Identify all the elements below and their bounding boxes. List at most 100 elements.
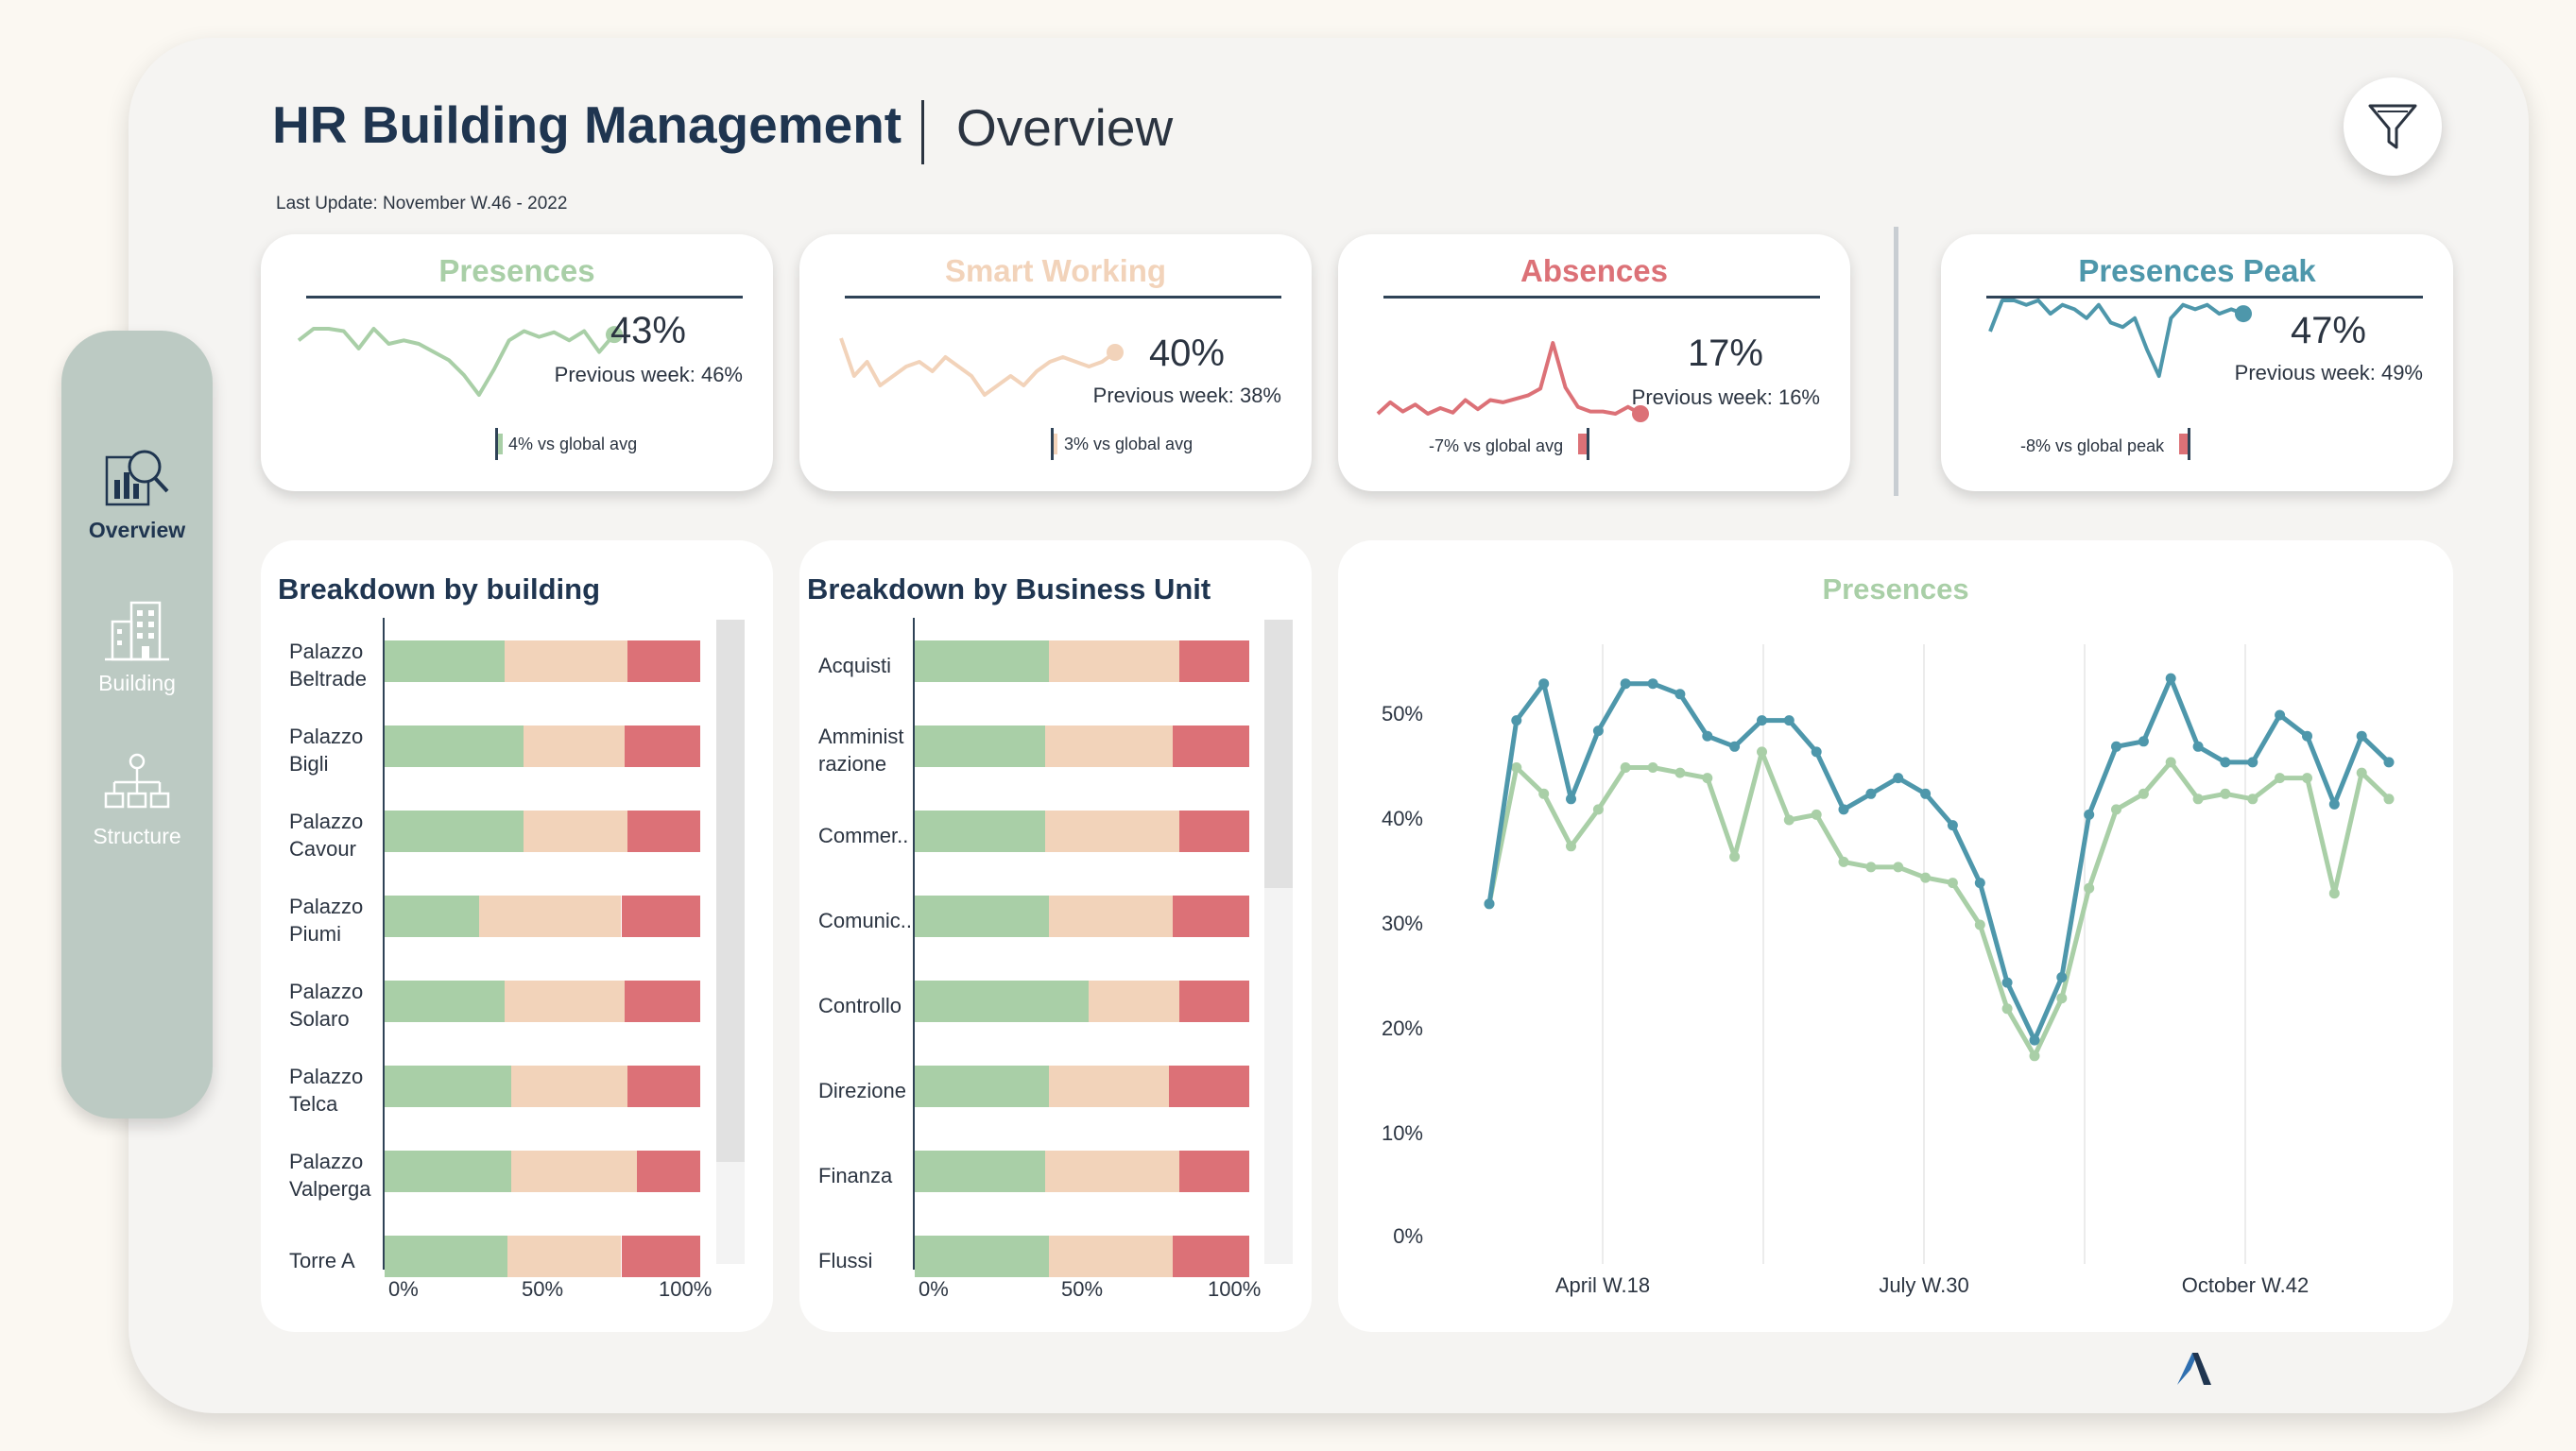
bar-segment-smart-working[interactable] — [1048, 640, 1179, 682]
bar-category-label: Palazzo Bigli — [289, 725, 364, 776]
bar-segment-presences[interactable] — [385, 896, 480, 937]
bar-segment-absences[interactable] — [1178, 981, 1249, 1022]
bar-segment-smart-working[interactable] — [1048, 896, 1173, 937]
funnel-icon — [2368, 104, 2417, 149]
sidebar-item-overview[interactable]: Overview — [61, 444, 213, 543]
bar-category-label: Acquisti — [818, 653, 892, 677]
data-point — [1647, 678, 1658, 690]
panel-title: Breakdown by building — [278, 572, 601, 606]
bar-segment-presences[interactable] — [385, 1066, 511, 1107]
bar-segment-presences[interactable] — [385, 640, 505, 682]
bar-segment-presences[interactable] — [385, 981, 505, 1022]
chart-title: Presences — [1822, 572, 1969, 606]
bar-segment-smart-working[interactable] — [504, 640, 628, 682]
scrollbar-thumb[interactable] — [716, 620, 745, 1162]
data-point — [1620, 762, 1631, 773]
data-point — [1974, 919, 1985, 930]
page-title: HR Building Management — [272, 95, 902, 154]
data-point — [1511, 762, 1522, 773]
bar-segment-presences[interactable] — [915, 640, 1049, 682]
bar-category-label: Commer.. — [818, 823, 909, 847]
bar-segment-presences[interactable] — [915, 981, 1090, 1022]
sparkline-series — [1988, 299, 2244, 378]
bar-segment-smart-working[interactable] — [524, 811, 628, 852]
bar-segment-smart-working[interactable] — [504, 981, 625, 1022]
kpi-card-presences[interactable]: Presences 43% Previous week: 46% 4% vs g… — [261, 234, 773, 491]
bar-segment-absences[interactable] — [1172, 896, 1249, 937]
kpi-value: 47% — [2290, 310, 2366, 351]
kpi-comparison-bar — [1578, 428, 1589, 460]
bar-category-label: Palazzo Piumi — [289, 895, 364, 946]
kpi-divider — [1383, 296, 1820, 299]
bar-segment-presences[interactable] — [915, 1151, 1046, 1192]
bar-segment-absences[interactable] — [621, 1236, 700, 1277]
data-point — [2056, 993, 2068, 1004]
bar-segment-smart-working[interactable] — [524, 726, 625, 767]
bar-segment-smart-working[interactable] — [1089, 981, 1179, 1022]
bar-segment-smart-working[interactable] — [1048, 1066, 1169, 1107]
bar-segment-presences[interactable] — [915, 726, 1046, 767]
bar-segment-presences[interactable] — [915, 896, 1049, 937]
bar-segment-absences[interactable] — [1178, 1151, 1249, 1192]
kpi-card-presences-peak[interactable]: Presences Peak 47% Previous week: 49% -8… — [1941, 234, 2453, 491]
x-axis-tick: October W.42 — [2181, 1273, 2310, 1297]
bar-category-label: Palazzo Solaro — [289, 980, 364, 1031]
bar-segment-absences[interactable] — [627, 640, 700, 682]
bar-segment-smart-working[interactable] — [510, 1151, 638, 1192]
data-point — [2192, 741, 2204, 752]
bar-segment-presences[interactable] — [915, 1066, 1049, 1107]
bar-category-label: Palazzo Valperga — [289, 1150, 371, 1201]
bar-segment-absences[interactable] — [1169, 1066, 1249, 1107]
bar-segment-absences[interactable] — [624, 981, 700, 1022]
data-point — [1757, 746, 1767, 758]
bar-segment-smart-working[interactable] — [1045, 1151, 1179, 1192]
bar-segment-absences[interactable] — [1178, 811, 1249, 852]
bar-segment-absences[interactable] — [624, 726, 700, 767]
data-point — [1974, 878, 1985, 889]
bar-segment-smart-working[interactable] — [1045, 811, 1179, 852]
bar-segment-presences[interactable] — [385, 811, 524, 852]
kpi-card-smart-working[interactable]: Smart Working 40% Previous week: 38% 3% … — [799, 234, 1312, 491]
sparkline-endpoint — [1632, 405, 1649, 422]
bar-segment-smart-working[interactable] — [1048, 1236, 1173, 1277]
bar-segment-presences[interactable] — [385, 1236, 508, 1277]
y-axis-tick: 0% — [1393, 1224, 1423, 1248]
sparkline-endpoint — [2235, 305, 2252, 323]
kpi-previous-week: Previous week: 46% — [554, 363, 743, 386]
data-point — [1893, 773, 1904, 784]
bar-segment-presences[interactable] — [385, 1151, 511, 1192]
bar-segment-absences[interactable] — [1172, 726, 1249, 767]
bar-segment-smart-working[interactable] — [507, 1236, 622, 1277]
kpi-sparkline — [839, 337, 1124, 397]
kpi-card-absences[interactable]: Absences 17% Previous week: 16% -7% vs g… — [1338, 234, 1850, 491]
sidebar-item-building[interactable]: Building — [61, 597, 213, 696]
kpi-separator — [1894, 227, 1898, 496]
bar-segment-smart-working[interactable] — [479, 896, 622, 937]
kpi-value: 40% — [1148, 333, 1225, 374]
bar-segment-absences[interactable] — [621, 896, 700, 937]
bar-segment-absences[interactable] — [1172, 1236, 1249, 1277]
bar-segment-smart-working[interactable] — [1045, 726, 1173, 767]
data-point — [1811, 809, 1822, 820]
bar-segment-absences[interactable] — [637, 1151, 700, 1192]
last-update-text: Last Update: November W.46 - 2022 — [276, 194, 568, 213]
bar-segment-absences[interactable] — [1178, 640, 1249, 682]
sparkline-series — [839, 337, 1117, 397]
scrollbar-thumb[interactable] — [1264, 620, 1293, 888]
bar-segment-presences[interactable] — [915, 811, 1046, 852]
data-point — [1674, 767, 1686, 778]
sidebar-item-structure[interactable]: Structure — [61, 750, 213, 849]
bar-segment-presences[interactable] — [385, 726, 524, 767]
data-point — [1702, 730, 1713, 742]
page-subtitle: Overview — [956, 98, 1174, 157]
bar-category-label: Finanza — [818, 1163, 893, 1187]
bar-segment-presences[interactable] — [915, 1236, 1049, 1277]
data-point — [1729, 741, 1741, 752]
bar-segment-absences[interactable] — [627, 811, 700, 852]
bar-category-label: Flussi — [818, 1248, 873, 1272]
bar-segment-absences[interactable] — [627, 1066, 700, 1107]
bar-segment-smart-working[interactable] — [510, 1066, 628, 1107]
filter-button[interactable] — [2344, 77, 2442, 176]
bar-category-label: Palazzo Cavour — [289, 810, 364, 861]
x-axis-tick: 100% — [1208, 1277, 1262, 1301]
